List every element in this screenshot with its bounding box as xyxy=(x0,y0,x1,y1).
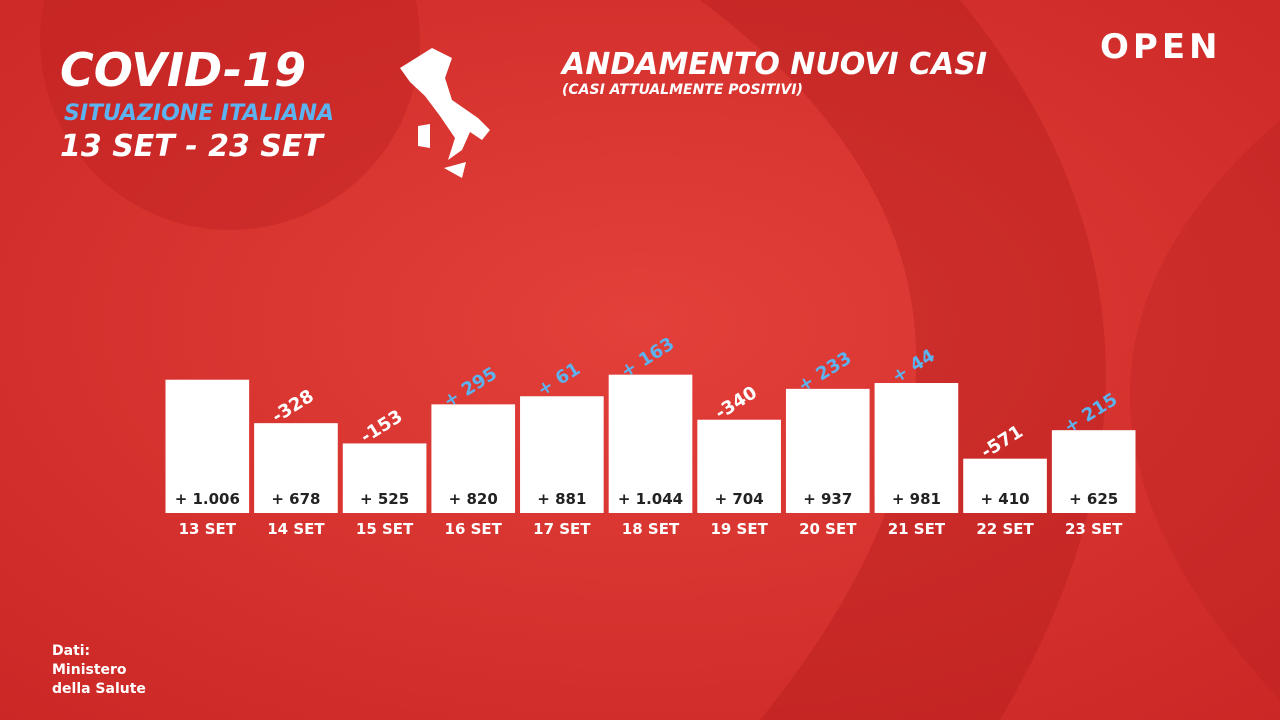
x-tick-label: 17 SET xyxy=(533,520,591,538)
bar-value-label: + 704 xyxy=(715,490,764,508)
bar xyxy=(785,388,870,513)
source-line: Dati: xyxy=(52,643,90,659)
bar xyxy=(254,423,338,513)
chart-title: ANDAMENTO NUOVI CASI xyxy=(560,47,987,82)
chart-subtitle: (CASI ATTUALMENTE POSITIVI) xyxy=(562,82,803,98)
bar xyxy=(608,374,693,513)
decoration xyxy=(700,0,1106,720)
x-tick-label: 22 SET xyxy=(976,520,1034,538)
bar xyxy=(697,419,781,513)
decoration xyxy=(40,0,420,230)
bar-value-label: + 1.006 xyxy=(175,490,240,508)
x-tick-label: 21 SET xyxy=(888,520,946,538)
header-period: 13 SET - 23 SET xyxy=(60,129,325,164)
x-tick-label: 18 SET xyxy=(622,520,680,538)
x-tick-label: 14 SET xyxy=(267,520,325,538)
brand-logo: OPEN xyxy=(1100,27,1222,67)
bar-value-label: + 410 xyxy=(980,490,1029,508)
bar-value-label: + 981 xyxy=(892,490,941,508)
bar xyxy=(165,379,250,513)
source-line: Ministero xyxy=(52,662,127,678)
x-tick-label: 16 SET xyxy=(445,520,503,538)
bar-value-label: + 525 xyxy=(360,490,409,508)
bar xyxy=(874,383,959,513)
bar-value-label: + 881 xyxy=(537,490,586,508)
bar xyxy=(431,404,516,513)
bar xyxy=(342,443,427,513)
x-tick-label: 13 SET xyxy=(179,520,237,538)
bar-value-label: + 625 xyxy=(1069,490,1118,508)
x-tick-label: 20 SET xyxy=(799,520,857,538)
italy-map xyxy=(400,48,490,178)
bar xyxy=(963,458,1047,513)
x-tick-label: 15 SET xyxy=(356,520,414,538)
bar xyxy=(1051,430,1136,513)
bar-value-label: + 820 xyxy=(449,490,498,508)
x-tick-label: 23 SET xyxy=(1065,520,1123,538)
bar-value-label: + 678 xyxy=(271,490,320,508)
header-title: COVID-19 xyxy=(60,43,306,97)
x-tick-label: 19 SET xyxy=(710,520,768,538)
header-subtitle: SITUAZIONE ITALIANA xyxy=(64,101,334,126)
bar-value-label: + 1.044 xyxy=(618,490,683,508)
decoration xyxy=(1130,120,1280,700)
source-line: della Salute xyxy=(52,681,146,697)
bar xyxy=(520,396,604,513)
bar-value-label: + 937 xyxy=(803,490,852,508)
